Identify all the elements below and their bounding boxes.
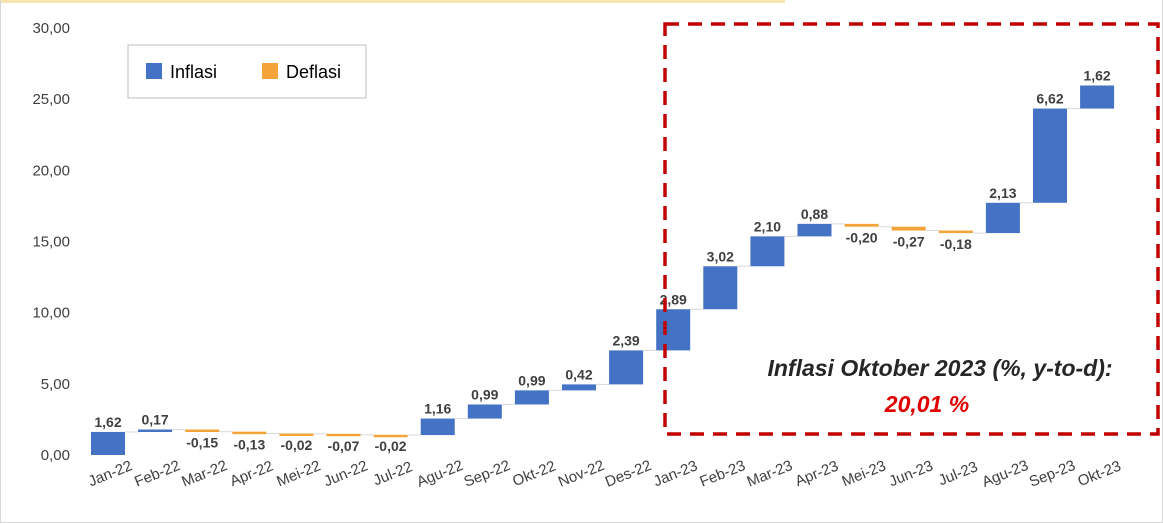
data-label: 0,17: [141, 412, 168, 428]
bar-agu-23: [985, 202, 1020, 234]
annotation-value: 20,01 %: [884, 391, 969, 417]
y-tick-label: 0,00: [41, 447, 70, 464]
data-label: 1,62: [94, 414, 121, 430]
bar-group: [91, 85, 1115, 455]
connector-lines: [125, 108, 1081, 436]
x-tick-label: Feb-23: [697, 457, 747, 491]
y-tick-label: 10,00: [32, 305, 70, 322]
bar-okt-23: [1080, 85, 1115, 109]
x-tick-label: Mar-22: [179, 457, 229, 491]
highlight-dashed-box: [663, 22, 1160, 436]
x-tick-label: Mar-23: [745, 457, 795, 491]
x-tick-label: Jan-22: [86, 457, 135, 490]
bar-mei-22: [279, 433, 314, 437]
data-label: 2,39: [612, 332, 639, 348]
legend: Inflasi Deflasi: [127, 44, 367, 99]
bar-mar-22: [185, 429, 220, 433]
bar-mar-23: [750, 236, 785, 267]
bar-apr-23: [797, 223, 832, 237]
data-label: 6,62: [1036, 91, 1063, 107]
x-tick-label: Okt-22: [510, 458, 558, 491]
data-label: -0,18: [940, 236, 972, 252]
legend-swatch-inflasi: [146, 63, 162, 79]
x-tick-label: Sep-23: [1027, 457, 1078, 491]
top-accent-band: [0, 0, 785, 3]
x-tick-label: Apr-22: [228, 458, 276, 491]
data-label: 1,16: [424, 401, 451, 417]
bar-jan-22: [91, 431, 125, 455]
data-label: 1,62: [1083, 68, 1110, 84]
bar-apr-22: [232, 431, 267, 435]
x-tick-label: Mei-23: [839, 457, 888, 490]
x-tick-label: Jul-22: [371, 458, 415, 489]
legend-swatch-deflasi: [262, 63, 278, 79]
data-label: 0,99: [471, 386, 498, 402]
data-label: -0,20: [846, 230, 878, 246]
bar-okt-22: [514, 390, 549, 405]
legend-label-inflasi: Inflasi: [170, 62, 217, 82]
x-tick-label: Agu-23: [980, 457, 1031, 491]
data-label: 0,42: [565, 366, 592, 382]
bar-feb-23: [703, 266, 738, 310]
bar-feb-22: [138, 429, 173, 433]
y-tick-label: 30,00: [32, 20, 70, 37]
bar-jul-22: [373, 434, 408, 438]
data-label: -0,27: [893, 234, 925, 250]
data-label: 2,13: [989, 185, 1016, 201]
bar-sep-22: [467, 404, 502, 419]
bar-agu-22: [420, 418, 455, 436]
x-tick-label: Okt-23: [1075, 458, 1123, 491]
bar-sep-23: [1033, 108, 1067, 203]
x-tick-label: Agu-22: [414, 457, 465, 491]
bar-mei-23: [844, 223, 879, 227]
x-tick-label: Mei-22: [274, 457, 323, 490]
x-tick-label: Feb-22: [132, 457, 182, 491]
data-label: -0,13: [233, 437, 265, 453]
data-label: 2,10: [754, 218, 781, 234]
data-label: -0,15: [186, 435, 218, 451]
x-tick-label: Jul-23: [936, 458, 980, 489]
x-tick-label: Jun-22: [321, 457, 370, 490]
bar-jul-23: [938, 230, 973, 234]
bar-des-22: [609, 350, 644, 385]
x-tick-label: Apr-23: [793, 458, 841, 491]
annotation-title: Inflasi Oktober 2023 (%, y-to-d):: [767, 355, 1112, 381]
y-tick-label: 15,00: [32, 234, 70, 251]
legend-label-deflasi: Deflasi: [286, 62, 341, 82]
data-labels: 1,62 0,17 -0,15 -0,13 -0,02 -0,07 -0,02 1,16 0,9…: [94, 68, 1111, 455]
x-tick-label: Jun-23: [887, 457, 936, 490]
data-label: 0,88: [801, 206, 828, 222]
y-tick-label: 5,00: [41, 376, 70, 393]
x-tick-label: Des-22: [603, 457, 654, 491]
y-axis-ticks: 0,00 5,00 10,00 15,00 20,00 25,00 30,00: [32, 20, 70, 464]
data-label: 3,02: [707, 248, 734, 264]
y-tick-label: 25,00: [32, 91, 70, 108]
bar-jun-22: [326, 433, 361, 437]
bar-jun-23: [891, 226, 926, 231]
bar-nov-22: [562, 384, 596, 391]
x-tick-label: Nov-22: [556, 457, 607, 491]
data-label: -0,07: [328, 438, 360, 454]
bar-jan-23: [656, 309, 691, 351]
x-tick-label: Sep-22: [462, 457, 513, 491]
x-tick-label: Jan-23: [651, 457, 700, 490]
data-label: 0,99: [518, 372, 545, 388]
y-tick-label: 20,00: [32, 162, 70, 179]
legend-box: [127, 44, 367, 99]
data-label: -0,02: [280, 437, 312, 453]
data-label: -0,02: [375, 438, 407, 454]
